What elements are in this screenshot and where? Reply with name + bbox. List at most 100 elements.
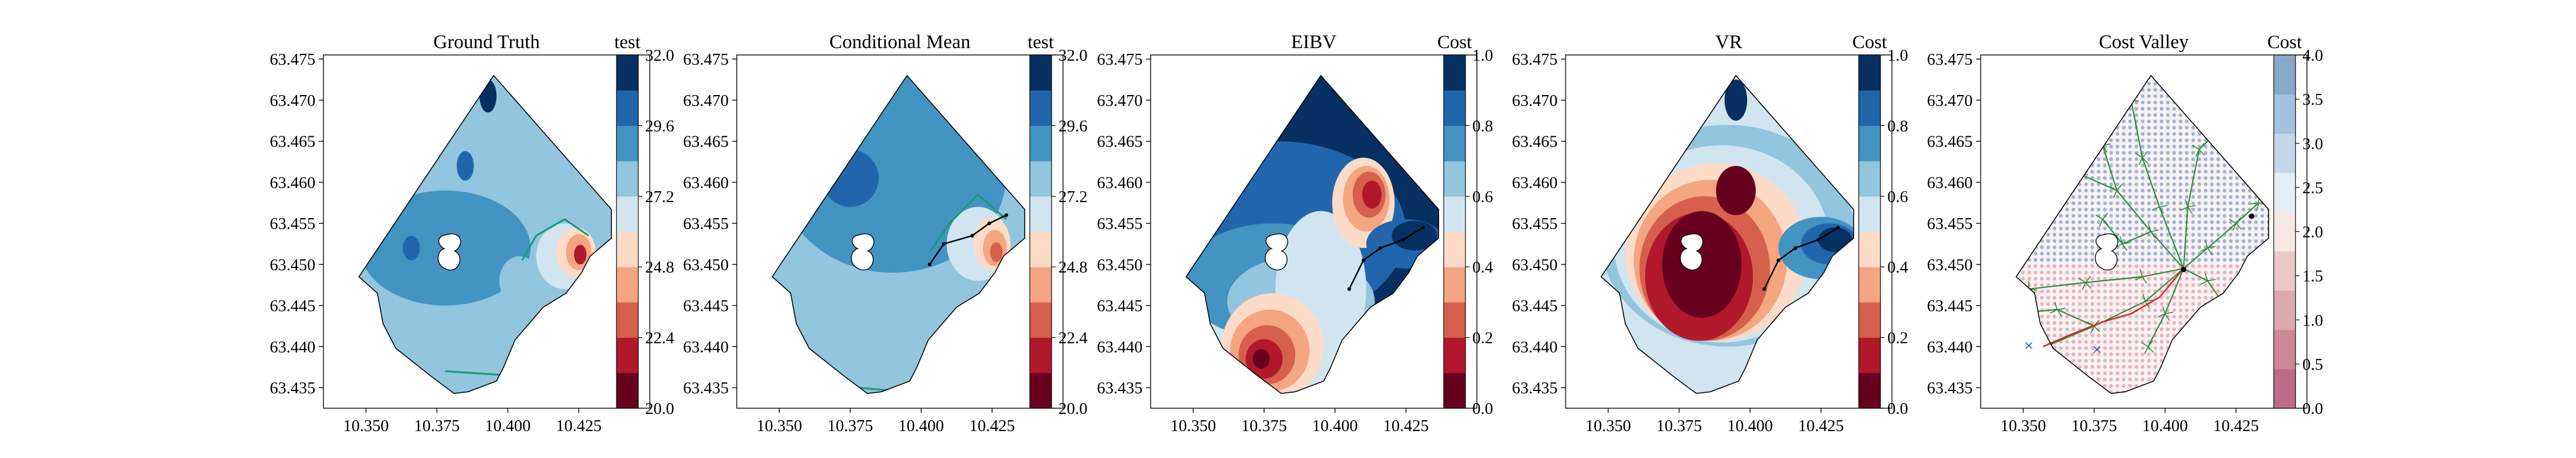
cost-dot (2090, 251, 2095, 256)
cost-dot (2197, 100, 2202, 105)
cost-dot (2191, 125, 2195, 130)
colorbar-label: Cost (2267, 32, 2302, 53)
cost-dot (2166, 195, 2170, 199)
cost-dot (2241, 232, 2246, 237)
cost-dot (2241, 195, 2246, 199)
cost-dot (2135, 57, 2138, 60)
cost-dot (2197, 352, 2202, 357)
cost-dot (1990, 227, 1993, 230)
cost-dot (2002, 94, 2006, 98)
cost-dot (2046, 352, 2050, 357)
y-tick-label: 63.460 (1512, 173, 1558, 192)
tree-twig (2216, 132, 2225, 135)
cost-dot (2052, 295, 2057, 300)
cost-dot (2033, 188, 2038, 193)
cost-dot (2084, 63, 2088, 66)
cost-dot (2016, 295, 2019, 300)
cost-dot (2009, 346, 2012, 350)
cost-dot (2298, 321, 2302, 325)
cost-dot (2071, 81, 2076, 86)
cost-dot (2216, 81, 2221, 86)
cost-dot (2184, 182, 2189, 187)
cost-dot (2241, 163, 2246, 168)
colorbar-frame (1858, 54, 1881, 409)
cost-dot (2027, 264, 2032, 269)
cost-dot (2248, 57, 2251, 60)
cost-dot (2140, 251, 2145, 256)
cost-dot (2247, 270, 2252, 275)
cost-dot (2027, 371, 2032, 376)
cost-dot (2097, 63, 2100, 66)
cost-dot (2222, 100, 2227, 105)
cost-dot (2241, 333, 2246, 338)
cost-dot (2204, 397, 2207, 400)
cost-dot (2184, 333, 2189, 338)
cost-dot (2115, 339, 2120, 344)
cost-dot (2210, 195, 2214, 199)
cost-dot (2033, 163, 2038, 168)
cost-dot (2002, 170, 2006, 173)
cost-dot (2103, 365, 2107, 369)
cost-dot (2298, 132, 2302, 136)
cost-dot (2115, 106, 2120, 111)
cost-dot (2128, 358, 2132, 363)
cost-dot (2134, 339, 2139, 344)
cost-dot (2128, 169, 2132, 174)
cost-dot (2178, 81, 2183, 86)
cost-dot (2266, 327, 2269, 331)
contour-line (445, 370, 508, 377)
cost-dot (2016, 390, 2019, 394)
cost-dot (2191, 188, 2195, 193)
cost-dot (2210, 333, 2214, 338)
cost-dot (1984, 365, 1987, 369)
cost-dot (2229, 151, 2233, 155)
cost-dot (2166, 201, 2170, 206)
cost-dot (2002, 346, 2006, 350)
cost-dot (2191, 289, 2195, 294)
cost-dot (2305, 164, 2308, 167)
tree-twig (2139, 269, 2143, 277)
x-tick-label: 10.425 (969, 417, 1015, 435)
cost-dot (2046, 403, 2050, 406)
cost-dot (1984, 195, 1987, 199)
cost-dot (2222, 302, 2227, 306)
cost-dot (2197, 207, 2202, 212)
cost-dot (2040, 63, 2044, 66)
cost-dot (2128, 321, 2132, 325)
colorbar-segment (617, 196, 638, 232)
cost-dot (2121, 302, 2126, 306)
cost-dot (2116, 403, 2119, 406)
cost-dot (2191, 302, 2195, 306)
cost-dot (2178, 176, 2183, 180)
cost-dot (2046, 390, 2050, 394)
cost-dot (2159, 232, 2164, 237)
tree-twig (2200, 247, 2208, 252)
cost-dot (2229, 201, 2233, 206)
cost-dot (2166, 239, 2170, 243)
cost-dot (2210, 390, 2214, 394)
cost-dot (2153, 157, 2158, 161)
cost-dot (2077, 88, 2082, 92)
cost-dot (2065, 113, 2069, 117)
cost-dot (2266, 289, 2269, 294)
cost-dot (2254, 352, 2258, 357)
cost-dot (2046, 283, 2050, 287)
cost-dot (2059, 113, 2063, 117)
cost-dot (2222, 226, 2227, 231)
colorbar-tick-label: 1.0 (1887, 46, 1908, 65)
cost-dot (2216, 144, 2221, 149)
cost-dot (2298, 252, 2302, 255)
cost-dot (2009, 120, 2012, 123)
cost-dot (2178, 377, 2183, 382)
cost-dot (2235, 264, 2239, 269)
contour-zone (408, 305, 465, 372)
cost-dot (2046, 277, 2050, 281)
cost-dot (2216, 384, 2221, 388)
cost-dot (2115, 100, 2120, 105)
cost-dot (2033, 132, 2038, 136)
cost-dot (2241, 327, 2246, 331)
cost-dot (2077, 81, 2082, 86)
cost-dot (2222, 169, 2227, 174)
cost-dot (2261, 63, 2264, 66)
